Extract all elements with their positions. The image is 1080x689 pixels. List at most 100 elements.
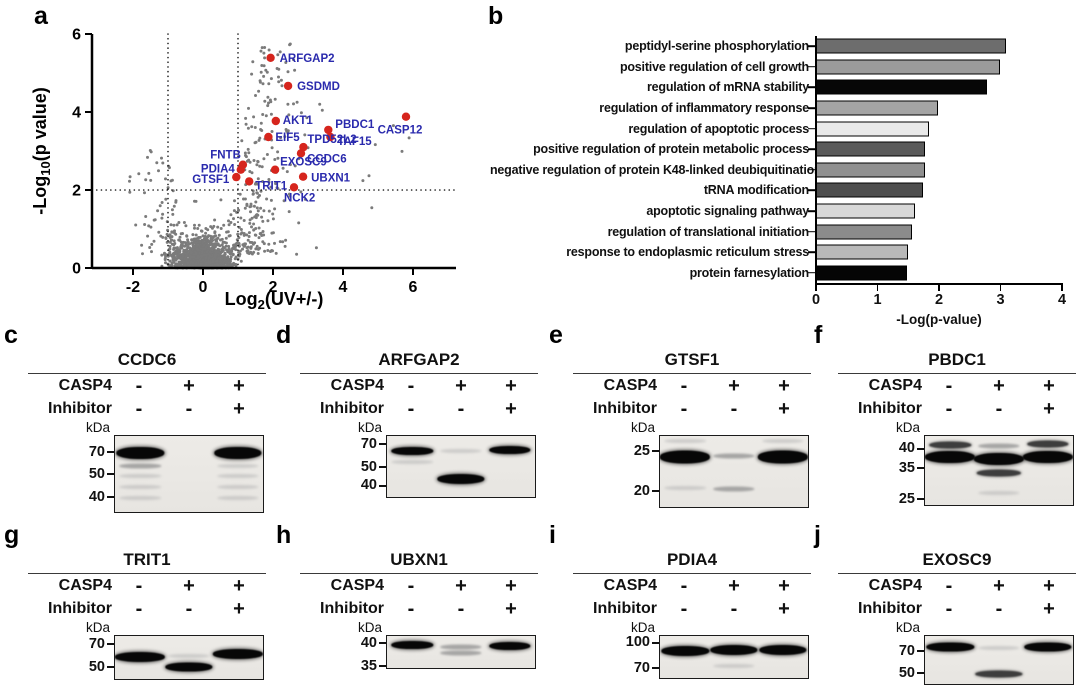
background-point (259, 49, 263, 53)
blot-title-rule (838, 373, 1076, 374)
background-point (156, 209, 160, 213)
blot-band (489, 642, 531, 651)
background-point (271, 212, 275, 216)
volcano-gene-point (245, 177, 254, 186)
background-point (244, 155, 248, 159)
background-point (225, 230, 229, 234)
background-point (262, 64, 266, 68)
blot-band (119, 463, 161, 469)
go-x-axis-title: -Log(p-value) (896, 312, 982, 327)
treatment-sign: + (455, 374, 467, 397)
kda-marker: 100 (626, 634, 659, 650)
background-point (239, 259, 243, 263)
panel-letter-h: h (276, 521, 292, 549)
background-point (256, 213, 260, 217)
background-point (261, 180, 265, 183)
background-point (269, 112, 273, 116)
background-point (191, 241, 195, 245)
volcano-gene-point (266, 53, 275, 62)
treatment-sign: - (407, 574, 415, 597)
background-point (222, 246, 226, 250)
background-point (164, 197, 168, 201)
blot-band (757, 450, 808, 464)
volcano-gene-point (296, 149, 306, 158)
background-point (284, 61, 288, 64)
blot-band (217, 496, 259, 501)
kda-marker: 40 (89, 489, 114, 505)
background-point (144, 215, 148, 218)
background-point (256, 252, 260, 255)
background-point (220, 237, 224, 241)
background-point (245, 233, 249, 237)
background-point (249, 204, 253, 208)
blot-band (978, 491, 1020, 496)
background-point (181, 232, 184, 235)
background-point (265, 197, 269, 201)
background-point (250, 225, 253, 229)
background-point (318, 102, 322, 106)
go-bar (815, 224, 913, 240)
background-point (259, 206, 263, 210)
background-point (200, 254, 204, 258)
background-point (196, 254, 200, 258)
background-point (161, 235, 165, 239)
background-point (253, 233, 257, 237)
volcano-gene-label: EXOSC9 (280, 157, 327, 169)
background-point (172, 239, 176, 243)
treatment-sign: - (945, 397, 953, 420)
panel-letter-e: e (549, 321, 563, 349)
blot-band (929, 441, 971, 449)
kda-unit-label: kDa (85, 620, 110, 635)
treatment-label: CASP4 (330, 376, 384, 394)
background-point (228, 260, 232, 264)
blot-band (1024, 642, 1072, 652)
go-term-label: positive regulation of cell growth (619, 59, 809, 74)
blot-body: 100 70 (547, 634, 815, 679)
background-point (407, 136, 411, 140)
kda-unit-label: kDa (357, 420, 382, 435)
background-point (299, 190, 303, 194)
background-point (128, 190, 132, 194)
background-point (267, 178, 271, 181)
go-term-label: negative regulation of protein K48-linke… (490, 162, 822, 177)
background-point (279, 78, 283, 82)
background-point (279, 136, 283, 140)
background-point (234, 255, 238, 259)
blot-band (391, 640, 433, 649)
background-point (152, 239, 156, 243)
blot-title-rule (28, 573, 266, 574)
background-point (179, 245, 183, 249)
background-point (193, 226, 196, 230)
background-point (242, 232, 246, 235)
treatment-row-casp4: CASP4 - + + (274, 374, 542, 397)
background-point (297, 157, 301, 161)
blot-panel-arfgap2: d ARFGAP2 CASP4- + + Inhibitor - - + kDa 70 50 40 (274, 322, 542, 515)
treatment-sign: + (505, 374, 517, 397)
background-point (213, 245, 217, 249)
background-point (161, 161, 165, 165)
treatment-row-inhibitor: Inhibitor - - + (2, 597, 270, 620)
background-point (267, 82, 271, 86)
background-point (178, 260, 182, 264)
background-point (252, 204, 256, 208)
go-bar (815, 141, 926, 157)
background-point (251, 192, 255, 196)
background-point (211, 260, 215, 264)
blot-title-rule (573, 573, 811, 574)
go-bar (815, 79, 988, 95)
background-point (270, 146, 274, 150)
background-point (267, 242, 271, 246)
volcano-gene-label: TAF15 (337, 136, 372, 148)
blot-image (114, 435, 264, 513)
background-point (285, 129, 289, 133)
background-point (191, 233, 195, 237)
kda-marker: 70 (361, 436, 386, 452)
go-bar-row: regulation of inflammatory response (490, 98, 1070, 119)
blot-title: PDIA4 (666, 550, 718, 569)
background-point (277, 75, 280, 79)
background-point (204, 238, 208, 242)
treatment-sign: - (457, 397, 465, 420)
background-point (169, 253, 173, 257)
background-point (244, 242, 247, 246)
treatment-sign: + (1043, 597, 1055, 620)
